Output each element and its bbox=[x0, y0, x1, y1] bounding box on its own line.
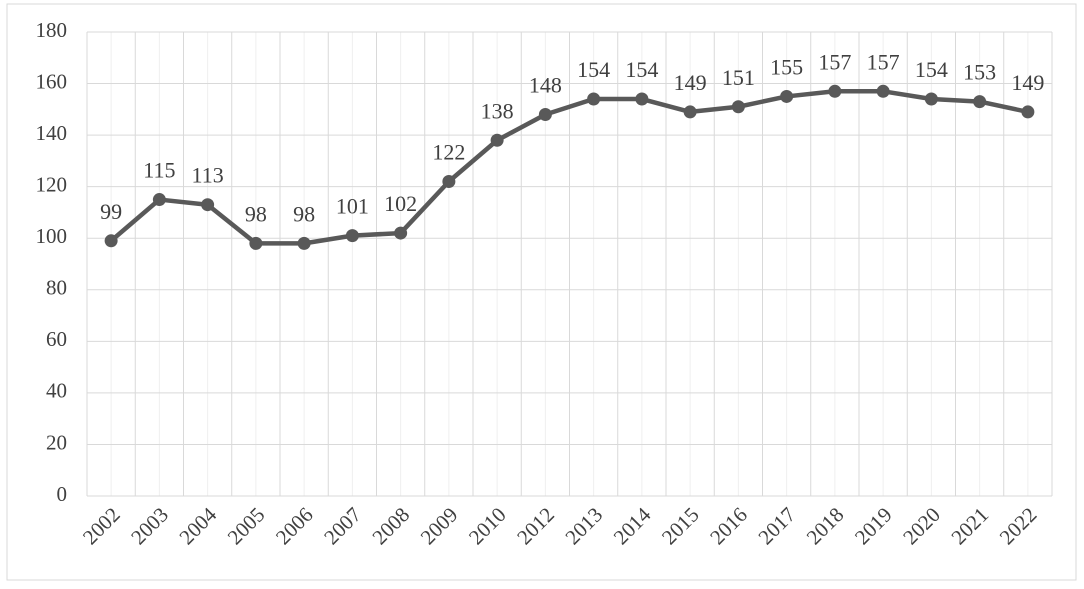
data-label: 98 bbox=[293, 201, 315, 226]
y-tick-label: 160 bbox=[36, 69, 68, 93]
data-point bbox=[345, 229, 359, 243]
data-label: 149 bbox=[1011, 70, 1044, 95]
data-point bbox=[587, 92, 601, 106]
y-tick-label: 60 bbox=[46, 327, 67, 351]
data-point bbox=[780, 89, 794, 103]
data-label: 155 bbox=[770, 54, 803, 79]
data-label: 99 bbox=[100, 199, 122, 224]
data-point bbox=[731, 100, 745, 114]
data-label: 138 bbox=[481, 98, 514, 123]
data-point bbox=[104, 234, 118, 248]
data-label: 154 bbox=[915, 57, 948, 82]
data-label: 157 bbox=[818, 49, 851, 74]
y-tick-label: 80 bbox=[46, 276, 67, 300]
data-label: 149 bbox=[674, 70, 707, 95]
chart-frame bbox=[6, 3, 1077, 581]
data-point bbox=[973, 95, 987, 109]
data-point bbox=[490, 133, 504, 147]
y-tick-label: 40 bbox=[46, 379, 67, 403]
data-label: 154 bbox=[625, 57, 658, 82]
data-label: 154 bbox=[577, 57, 610, 82]
data-point bbox=[683, 105, 697, 119]
data-label: 148 bbox=[529, 72, 562, 97]
data-label: 113 bbox=[192, 163, 224, 188]
data-label: 98 bbox=[245, 201, 267, 226]
data-label: 151 bbox=[722, 65, 755, 90]
data-point bbox=[201, 198, 215, 212]
data-point bbox=[1021, 105, 1035, 119]
y-tick-label: 140 bbox=[36, 121, 68, 145]
data-point bbox=[442, 175, 456, 189]
data-point bbox=[152, 193, 166, 207]
data-label: 102 bbox=[384, 191, 417, 216]
data-point bbox=[394, 226, 408, 240]
data-label: 153 bbox=[963, 60, 996, 85]
data-label: 157 bbox=[867, 49, 900, 74]
series-line bbox=[109, 89, 1029, 246]
y-tick-label: 180 bbox=[36, 18, 68, 42]
y-tick-label: 100 bbox=[36, 224, 68, 248]
data-point bbox=[876, 84, 890, 98]
data-label: 115 bbox=[143, 158, 175, 183]
y-tick-label: 20 bbox=[46, 430, 67, 454]
data-point bbox=[635, 92, 649, 106]
y-tick-label: 120 bbox=[36, 172, 68, 196]
data-point bbox=[297, 236, 311, 250]
data-label: 122 bbox=[432, 140, 465, 165]
data-point bbox=[924, 92, 938, 106]
y-tick-label: 0 bbox=[57, 482, 68, 506]
data-point bbox=[538, 107, 552, 121]
data-label: 101 bbox=[336, 194, 369, 219]
data-point bbox=[828, 84, 842, 98]
data-point bbox=[249, 236, 263, 250]
